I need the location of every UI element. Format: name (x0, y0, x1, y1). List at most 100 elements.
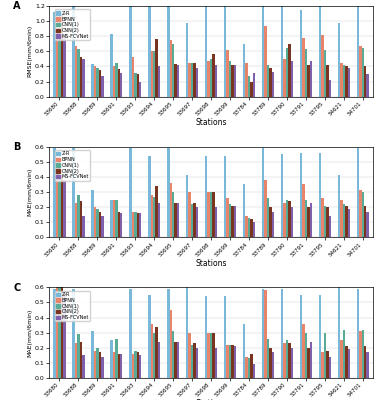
Bar (58, 34, 61, 97)
Bar (234, 346, 236, 378)
Bar (158, 66, 160, 97)
Bar (343, 330, 345, 378)
Y-axis label: MAE(mm/6min): MAE(mm/6min) (27, 168, 32, 216)
Bar (364, 66, 366, 97)
Bar (262, 289, 264, 378)
Bar (250, 82, 253, 97)
Bar (364, 346, 366, 378)
Bar (323, 333, 326, 378)
Bar (167, 148, 170, 237)
Bar (196, 207, 198, 237)
Bar (72, 6, 75, 97)
Bar (115, 339, 118, 378)
Bar (136, 213, 139, 237)
Bar (56, 30, 58, 97)
Bar (118, 212, 120, 237)
Bar (338, 23, 340, 97)
Bar (243, 44, 245, 97)
Bar (82, 59, 84, 97)
Bar (319, 153, 321, 237)
Bar (115, 200, 118, 237)
Bar (224, 156, 226, 237)
Bar (155, 326, 158, 378)
Bar (267, 339, 269, 378)
Bar (167, 289, 170, 378)
Bar (101, 216, 104, 237)
Bar (196, 348, 198, 378)
Bar (340, 340, 343, 378)
Bar (113, 352, 115, 378)
Bar (172, 44, 175, 97)
Bar (357, 6, 359, 97)
Bar (150, 195, 153, 237)
Bar (359, 190, 362, 237)
Bar (96, 348, 99, 378)
Bar (120, 72, 123, 97)
Bar (158, 342, 160, 378)
Bar (267, 198, 269, 237)
Bar (366, 212, 369, 237)
Bar (96, 68, 99, 97)
Bar (207, 333, 210, 378)
Bar (253, 222, 255, 237)
Bar (72, 148, 75, 237)
Bar (75, 343, 77, 378)
Bar (196, 68, 198, 97)
Bar (243, 184, 245, 237)
Bar (136, 74, 139, 97)
Bar (177, 342, 179, 378)
Bar (170, 310, 172, 378)
Bar (191, 345, 193, 378)
Bar (115, 63, 118, 97)
Bar (207, 192, 210, 237)
Bar (300, 153, 302, 237)
Bar (329, 80, 331, 97)
Bar (212, 54, 215, 97)
Bar (153, 333, 155, 378)
Bar (139, 82, 141, 97)
Bar (77, 334, 80, 378)
Bar (63, 36, 66, 97)
Bar (110, 34, 113, 97)
Bar (357, 289, 359, 378)
Bar (340, 64, 343, 97)
Bar (288, 201, 291, 237)
Bar (110, 340, 113, 378)
Bar (343, 204, 345, 237)
Bar (323, 50, 326, 97)
Bar (250, 219, 253, 237)
Bar (205, 6, 207, 97)
Bar (321, 198, 323, 237)
Bar (307, 348, 310, 378)
Bar (329, 216, 331, 237)
Bar (150, 51, 153, 97)
Bar (93, 66, 96, 97)
Bar (170, 40, 172, 97)
Bar (99, 70, 101, 97)
Bar (288, 44, 291, 97)
Bar (134, 351, 136, 378)
Bar (58, 175, 61, 237)
Bar (243, 324, 245, 378)
Legend: Z-R, BPNN, CNN(1), CNN(2), MS-FCVNet: Z-R, BPNN, CNN(1), CNN(2), MS-FCVNet (55, 9, 90, 40)
Y-axis label: MAE(mm/6min): MAE(mm/6min) (27, 308, 32, 357)
Bar (188, 192, 191, 237)
Bar (248, 218, 250, 237)
Bar (215, 65, 217, 97)
Bar (283, 343, 286, 378)
Bar (212, 333, 215, 378)
Bar (250, 354, 253, 378)
Bar (321, 352, 323, 378)
Bar (215, 348, 217, 378)
Bar (61, 14, 63, 97)
Bar (210, 192, 212, 237)
Bar (53, 289, 56, 378)
Text: C: C (13, 283, 21, 293)
Bar (362, 48, 364, 97)
Bar (272, 352, 274, 378)
Bar (362, 330, 364, 378)
Bar (302, 184, 305, 237)
Bar (348, 68, 350, 97)
Bar (82, 216, 84, 237)
Bar (245, 216, 248, 237)
